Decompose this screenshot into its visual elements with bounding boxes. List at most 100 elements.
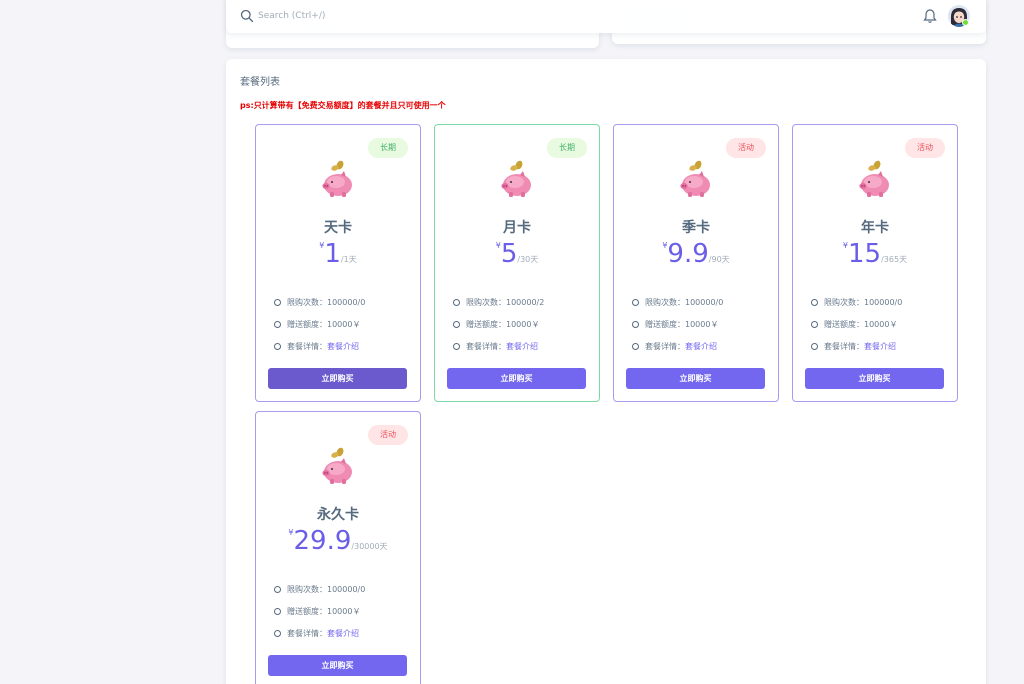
plan-card-month: 长期 月卡 ¥5/30天 限购次数：100000/2 赠送额度：10000￥ 套… — [434, 124, 600, 402]
plan-badge: 活动 — [905, 138, 945, 158]
price-row: ¥9.9/90天 — [614, 239, 778, 269]
circle-bullet-icon — [632, 343, 639, 350]
search-input[interactable] — [258, 9, 458, 23]
circle-bullet-icon — [453, 343, 460, 350]
search-icon[interactable] — [240, 9, 254, 23]
feature-text: 套餐详情： — [466, 342, 506, 351]
feature-detail: 套餐详情： 套餐介绍 — [453, 341, 538, 352]
plan-period: /1天 — [340, 255, 357, 264]
feature-detail: 套餐详情： 套餐介绍 — [811, 341, 896, 352]
piggy-bank-icon — [320, 445, 356, 485]
feature-limit: 限购次数：100000/0 — [632, 297, 723, 308]
circle-bullet-icon — [274, 630, 281, 637]
plan-name: 永久卡 — [317, 507, 359, 523]
circle-bullet-icon — [274, 586, 281, 593]
feature-detail: 套餐详情： 套餐介绍 — [274, 341, 359, 352]
circle-bullet-icon — [274, 343, 281, 350]
plan-price: 1 — [324, 239, 341, 269]
plan-card-quarter: 活动 季卡 ¥9.9/90天 限购次数：100000/0 赠送额度：10000￥… — [613, 124, 779, 402]
bell-icon[interactable] — [923, 8, 937, 24]
plan-detail-link[interactable]: 套餐介绍 — [506, 342, 538, 351]
piggy-bank-icon — [678, 158, 714, 198]
circle-bullet-icon — [453, 321, 460, 328]
plan-detail-link[interactable]: 套餐介绍 — [864, 342, 896, 351]
feature-gift: 赠送额度：10000￥ — [811, 319, 897, 330]
notice-text: ps:只计算带有【免费交易额度】的套餐并且只可使用一个 — [240, 101, 446, 110]
feature-limit: 限购次数：100000/0 — [811, 297, 902, 308]
page-title: 套餐列表 — [240, 77, 280, 88]
circle-bullet-icon — [274, 608, 281, 615]
feature-text: 赠送额度：10000￥ — [645, 320, 719, 329]
feature-text: 赠送额度：10000￥ — [287, 607, 361, 616]
plan-period: /365天 — [881, 255, 908, 264]
plan-list-card: 套餐列表 ps:只计算带有【免费交易额度】的套餐并且只可使用一个 长期 天卡 ¥… — [226, 59, 986, 684]
feature-detail: 套餐详情： 套餐介绍 — [274, 628, 359, 639]
feature-gift: 赠送额度：10000￥ — [274, 319, 360, 330]
currency-symbol: ¥ — [662, 241, 668, 250]
piggy-bank-icon — [320, 158, 356, 198]
circle-bullet-icon — [274, 321, 281, 328]
plan-badge: 活动 — [726, 138, 766, 158]
circle-bullet-icon — [453, 299, 460, 306]
circle-bullet-icon — [632, 321, 639, 328]
plan-badge: 长期 — [547, 138, 587, 158]
plan-detail-link[interactable]: 套餐介绍 — [327, 629, 359, 638]
currency-symbol: ¥ — [319, 241, 325, 250]
plan-detail-link[interactable]: 套餐介绍 — [327, 342, 359, 351]
plan-period: /90天 — [708, 255, 730, 264]
feature-text: 限购次数：100000/0 — [824, 298, 903, 307]
buy-now-button[interactable]: 立即购买 — [268, 655, 407, 676]
plan-detail-link[interactable]: 套餐介绍 — [685, 342, 717, 351]
plan-badge: 活动 — [368, 425, 408, 445]
plan-price: 5 — [500, 239, 518, 269]
plan-period: /30天 — [517, 255, 539, 264]
feature-limit: 限购次数：100000/2 — [453, 297, 544, 308]
price-row: ¥29.9/30000天 — [256, 526, 420, 556]
plan-card-lifetime: 活动 永久卡 ¥29.9/30000天 限购次数：100000/0 赠送额度：1… — [255, 411, 421, 684]
plan-period: /30000天 — [351, 542, 388, 551]
plan-name: 年卡 — [861, 220, 889, 236]
feature-detail: 套餐详情： 套餐介绍 — [632, 341, 717, 352]
feature-text: 限购次数：100000/2 — [466, 298, 545, 307]
feature-gift: 赠送额度：10000￥ — [453, 319, 539, 330]
currency-symbol: ¥ — [288, 528, 294, 537]
feature-limit: 限购次数：100000/0 — [274, 297, 365, 308]
circle-bullet-icon — [811, 343, 818, 350]
plan-name: 季卡 — [682, 220, 710, 236]
price-row: ¥1/1天 — [256, 239, 420, 269]
price-row: ¥15/365天 — [793, 239, 957, 269]
online-status-dot — [962, 19, 969, 26]
top-navbar — [226, 0, 986, 33]
price-row: ¥5/30天 — [435, 239, 599, 269]
plan-badge: 长期 — [368, 138, 408, 158]
currency-symbol: ¥ — [495, 241, 501, 250]
plan-name: 月卡 — [503, 220, 531, 236]
feature-text: 套餐详情： — [824, 342, 864, 351]
buy-now-button[interactable]: 立即购买 — [626, 368, 765, 389]
circle-bullet-icon — [811, 321, 818, 328]
buy-now-button[interactable]: 立即购买 — [447, 368, 586, 389]
feature-text: 限购次数：100000/0 — [645, 298, 724, 307]
feature-gift: 赠送额度：10000￥ — [274, 606, 360, 617]
feature-text: 套餐详情： — [287, 342, 327, 351]
plan-price: 29.9 — [293, 526, 352, 556]
plan-card-year: 活动 年卡 ¥15/365天 限购次数：100000/0 赠送额度：10000￥… — [792, 124, 958, 402]
feature-text: 限购次数：100000/0 — [287, 298, 366, 307]
circle-bullet-icon — [274, 299, 281, 306]
circle-bullet-icon — [632, 299, 639, 306]
piggy-bank-icon — [499, 158, 535, 198]
plan-name: 天卡 — [324, 220, 352, 236]
circle-bullet-icon — [811, 299, 818, 306]
feature-text: 赠送额度：10000￥ — [287, 320, 361, 329]
currency-symbol: ¥ — [842, 241, 849, 250]
feature-text: 限购次数：100000/0 — [287, 585, 366, 594]
piggy-bank-icon — [857, 158, 893, 198]
feature-text: 赠送额度：10000￥ — [466, 320, 540, 329]
feature-text: 套餐详情： — [645, 342, 685, 351]
buy-now-button[interactable]: 立即购买 — [805, 368, 944, 389]
plan-price: 9.9 — [667, 239, 709, 269]
feature-gift: 赠送额度：10000￥ — [632, 319, 718, 330]
plan-price: 15 — [848, 239, 882, 269]
buy-now-button[interactable]: 立即购买 — [268, 368, 407, 389]
feature-limit: 限购次数：100000/0 — [274, 584, 365, 595]
